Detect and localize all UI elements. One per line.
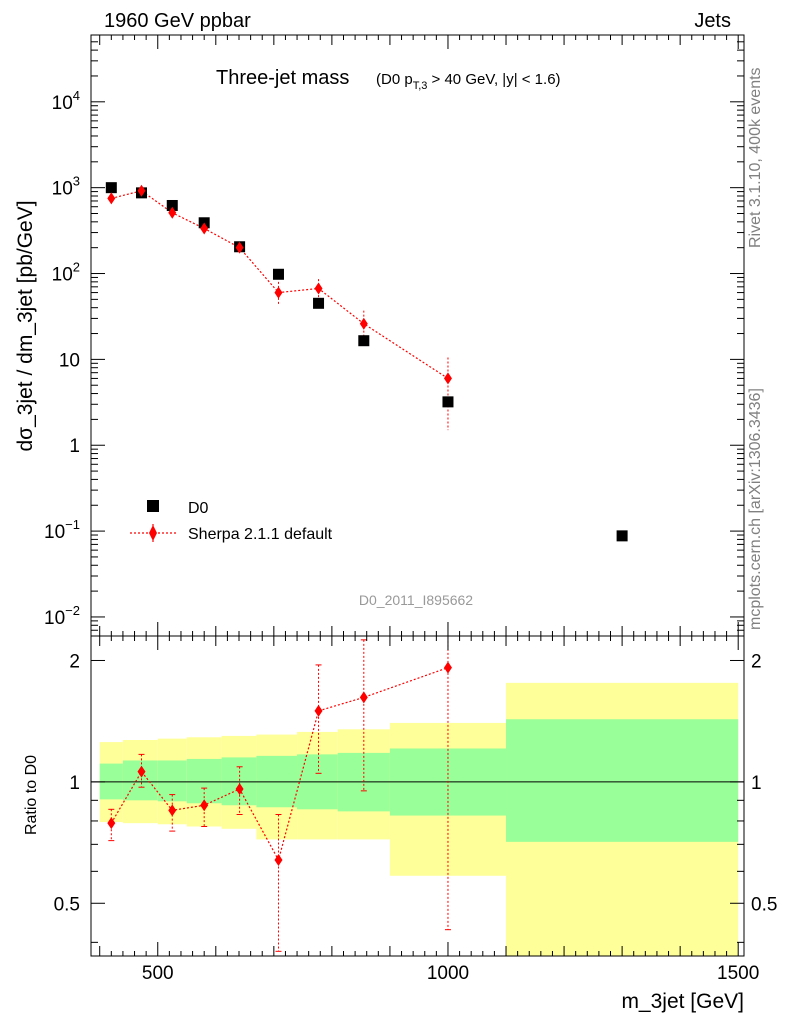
sherpa-point-3 [200,222,209,235]
ratio-y-tick-label: 1 [69,773,80,794]
sherpa-point-0 [107,192,116,205]
ratio-point-0 [107,817,116,830]
rivet-label: Rivet 3.1.10, 400k events [747,67,764,248]
ratio-point-6 [314,704,323,717]
legend: D0 Sherpa 2.1.1 default [130,500,333,543]
ratio-point-1 [137,765,146,778]
green-band-9 [506,719,739,842]
green-band-3 [186,758,222,804]
chart-subtitle: (D0 pT,3 > 40 GeV, |y| < 1.6) [376,71,561,92]
ratio-point-3 [200,799,209,812]
x-tick-label: 1500 [717,963,759,984]
ratio-point-5 [274,854,283,867]
main-plot-data [105,182,628,542]
d0-point-7 [358,335,370,347]
x-tick-label: 500 [142,963,174,984]
ratio-y-tick-label: 2 [69,651,80,672]
analysis-id: D0_2011_I895662 [359,592,473,608]
green-band-1 [122,760,158,801]
ratio-y-tick-label-right: 0.5 [751,894,777,915]
legend-label-sherpa: Sherpa 2.1.1 default [188,526,333,543]
header-category: Jets [694,10,731,32]
mcplots-label: mcplots.cern.ch [arXiv:1306.3436] [747,388,764,630]
header-energy: 1960 GeV ppbar [104,10,251,32]
y-tick-label: 104 [52,88,80,114]
ratio-uncertainty-bands [99,682,739,956]
axis-ticks: 10−2 10−1 1 10 102 103 104 500 1000 1500 0.5 0.5 1 1 2… [44,34,777,984]
y-axis-label: dσ_3jet / dm_3jet [pb/GeV] [14,200,37,451]
sherpa-point-1 [137,184,146,197]
y-tick-label: 10 [59,350,80,371]
sherpa-point-4 [235,241,244,254]
d0-point-0 [105,182,117,194]
ratio-point-8 [443,661,452,674]
ratio-point-7 [359,691,368,704]
ratio-y-tick-label-right: 1 [751,773,762,794]
y-tick-label: 10−1 [44,517,80,543]
d0-point-8 [442,396,454,408]
sherpa-point-6 [314,282,323,295]
legend-marker-d0 [147,500,159,512]
main-plot-frame [90,34,745,637]
y-tick-label: 102 [52,260,80,286]
y-tick-label: 10−2 [44,603,80,629]
ratio-y-tick-label-right: 2 [751,651,762,672]
sherpa-point-2 [168,206,177,219]
ratio-point-4 [235,783,244,796]
sherpa-line [111,190,449,379]
y-tick-label: 1 [69,436,80,457]
sherpa-point-5 [274,286,283,299]
green-band-4 [221,757,257,806]
d0-point-2 [166,199,178,211]
ratio-point-2 [168,804,177,817]
legend-label-d0: D0 [188,500,209,517]
ratio-plot-data [107,636,452,952]
x-axis-label: m_3jet [GeV] [621,990,744,1013]
chart-title: Three-jet mass [216,67,349,89]
sherpa-point-7 [359,317,368,330]
d0-point-5 [272,268,284,280]
y-tick-label: 103 [52,174,80,200]
sherpa-point-8 [443,372,452,385]
ratio-plot-frame [90,635,745,957]
d0-point-9 [616,530,628,542]
ratio-y-axis-label: Ratio to D0 [23,755,40,835]
d0-point-6 [313,297,325,309]
ratio-y-tick-label: 0.5 [54,894,80,915]
x-tick-label: 1000 [427,963,469,984]
legend-marker-sherpa [149,525,157,541]
